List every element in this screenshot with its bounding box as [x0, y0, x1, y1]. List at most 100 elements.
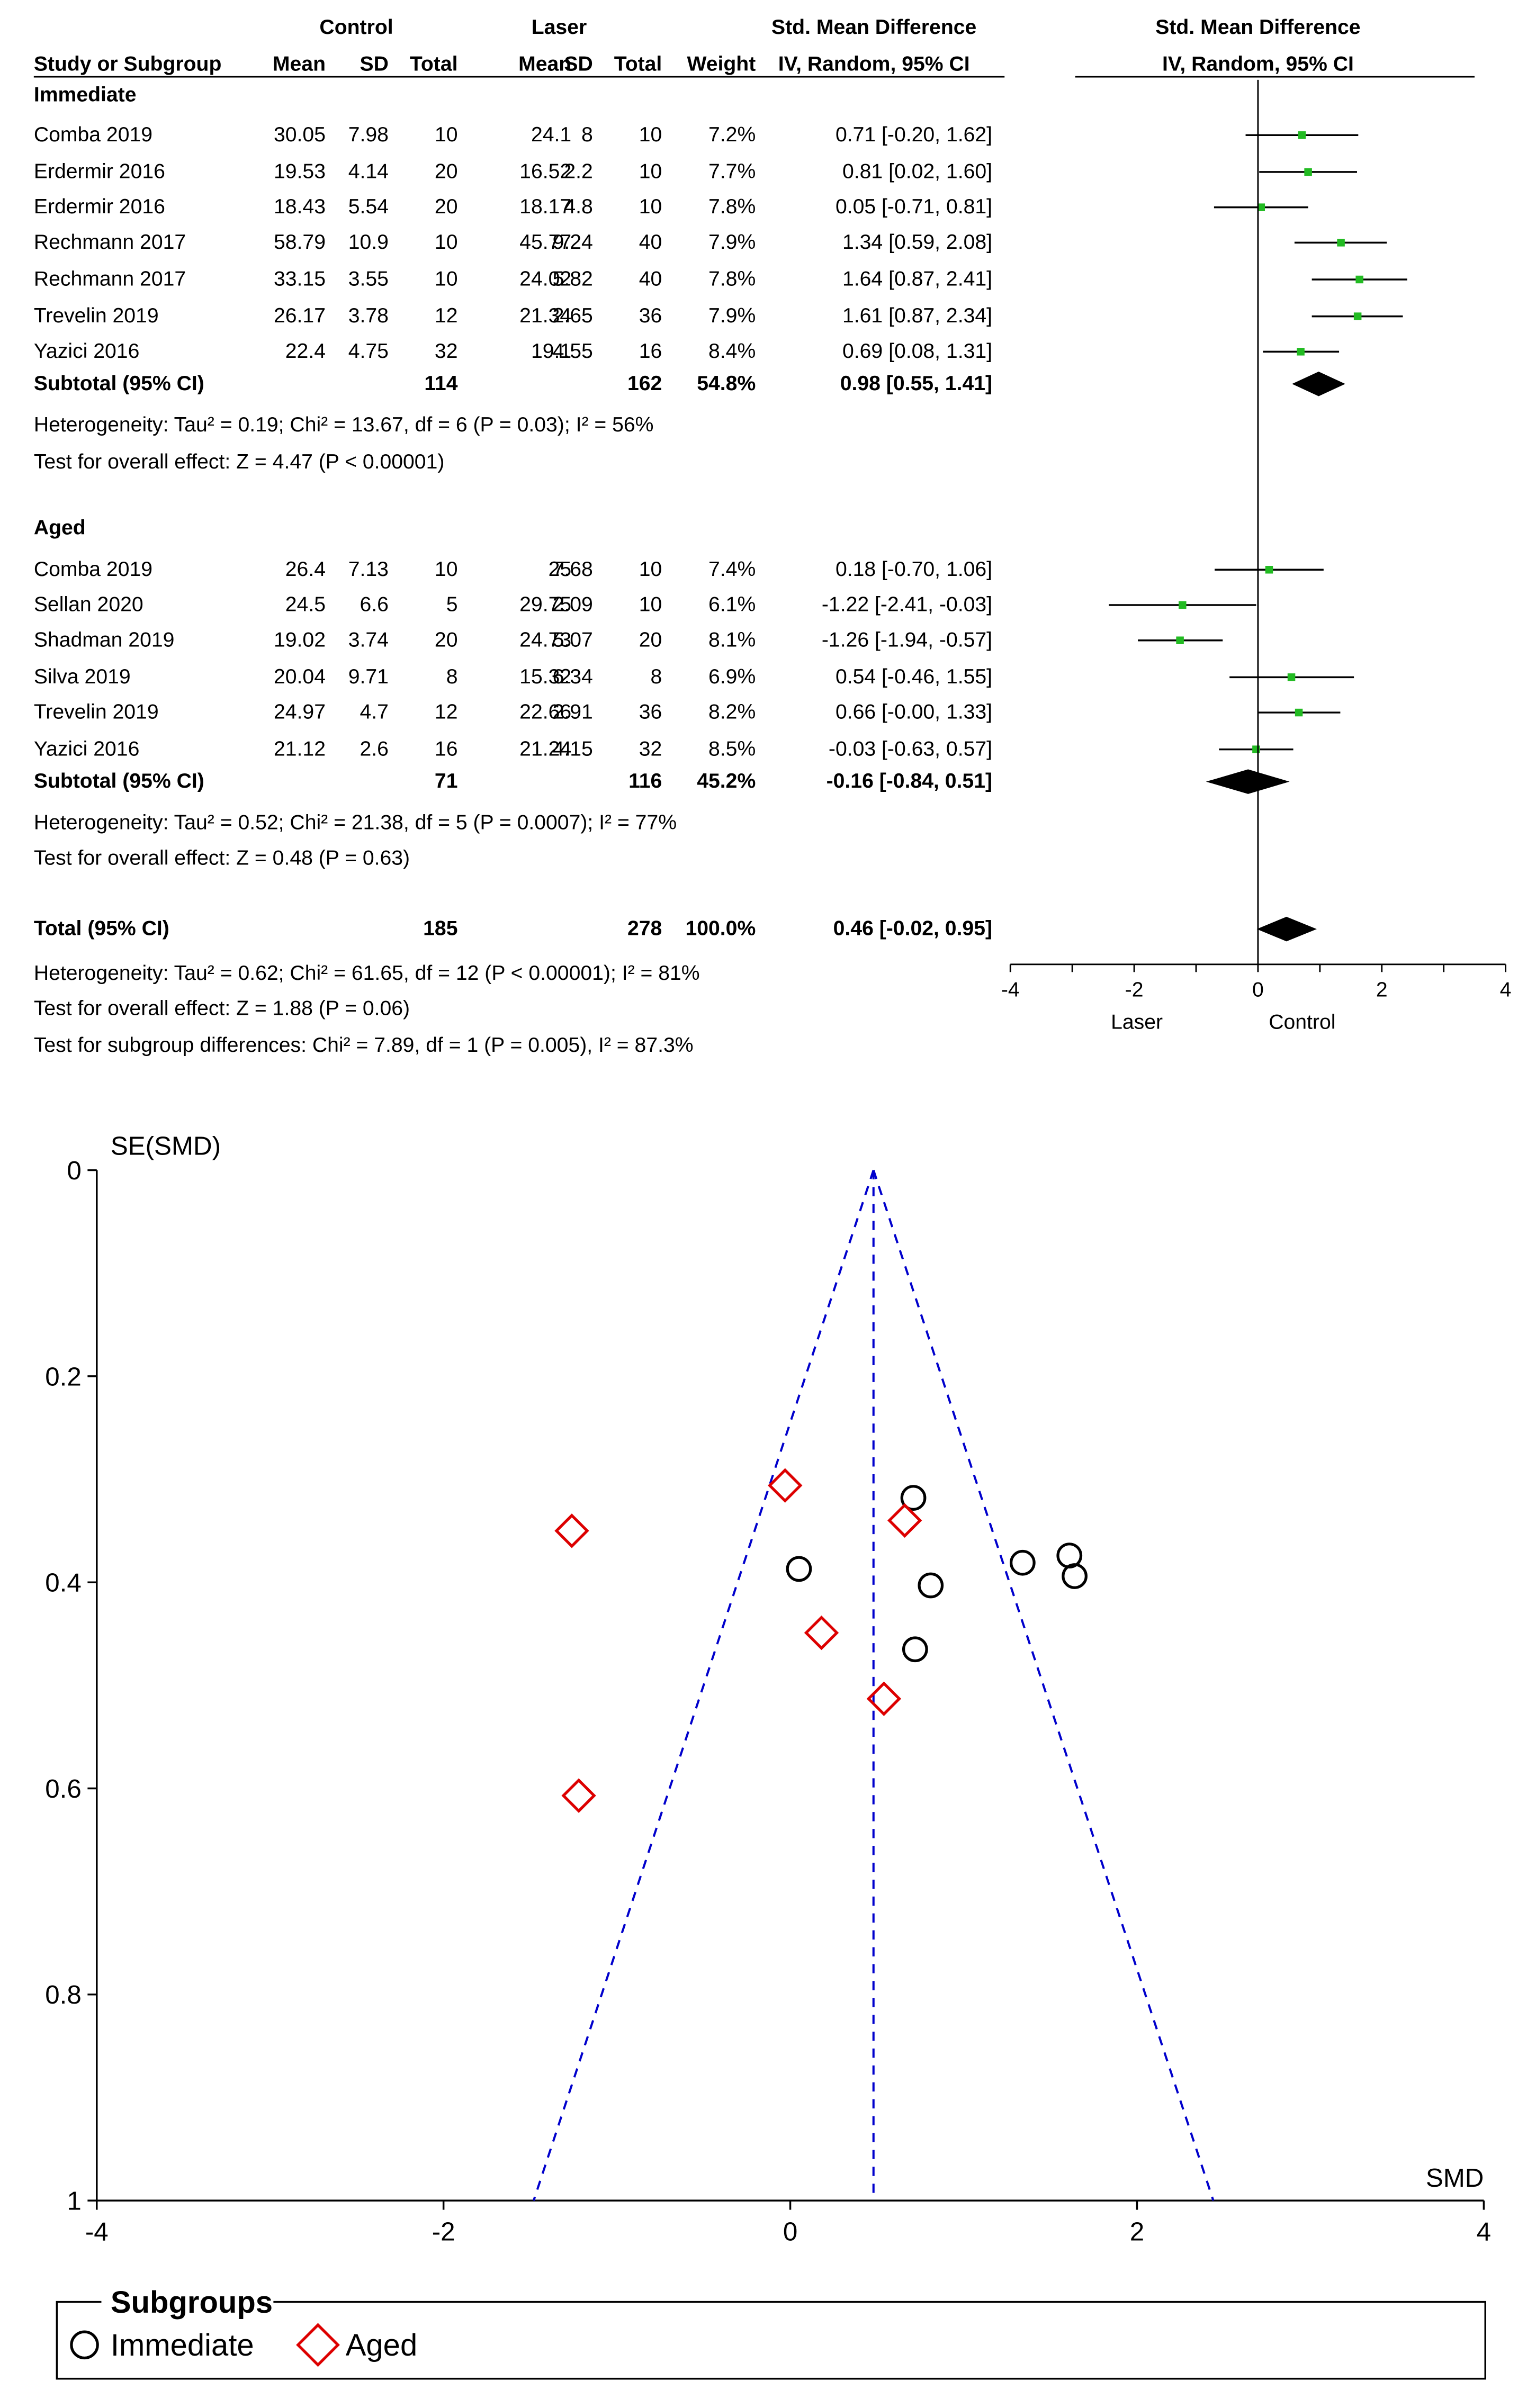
effect-point [1298, 131, 1306, 139]
legend-title-backdrop [101, 2281, 274, 2316]
cell-laser-sd: 6.34 [553, 665, 593, 688]
x-tick-label: -2 [1125, 979, 1144, 1002]
cell-control-sd: 4.14 [348, 160, 389, 183]
cell-control-sd: 4.75 [348, 340, 389, 363]
cell-laser-total: 10 [639, 195, 662, 218]
cell-laser-sd: 4.8 [564, 195, 592, 218]
subgroup-heterogeneity: Heterogeneity: Tau² = 0.19; Chi² = 13.67… [34, 413, 654, 436]
cell-laser-total: 36 [639, 304, 662, 327]
x-tick-label: 4 [1477, 2217, 1491, 2247]
cell-control-mean: 24.97 [274, 701, 326, 724]
cell-laser-mean: 21.24 [519, 737, 571, 760]
study-name: Erdermir 2016 [34, 160, 165, 183]
cell-control-total: 10 [435, 123, 458, 146]
cell-control-mean: 26.17 [274, 304, 326, 327]
cell-laser-sd: 8 [581, 123, 593, 146]
cell-control-sd: 3.55 [348, 268, 389, 291]
x-tick-label: -4 [85, 2217, 109, 2247]
study-name: Rechmann 2017 [34, 231, 186, 254]
cell-control-sd: 3.78 [348, 304, 389, 327]
subtotal-control-total: 114 [424, 372, 457, 395]
cell-control-sd: 4.7 [360, 701, 389, 724]
point-aged [866, 1681, 902, 1716]
cell-laser-total: 10 [639, 123, 662, 146]
effect-point [1297, 348, 1305, 356]
column-header: Weight [687, 52, 756, 75]
effect-point [1176, 636, 1184, 644]
effect-point [1304, 168, 1312, 176]
study-name: Comba 2019 [34, 123, 152, 146]
column-header: Study or Subgroup [34, 52, 222, 75]
total-label: Total (95% CI) [34, 917, 169, 940]
cell-laser-sd: 2.65 [553, 304, 593, 327]
y-tick-label: 0.8 [45, 1980, 82, 2009]
cell-control-total: 10 [435, 558, 458, 581]
cell-control-total: 10 [435, 231, 458, 254]
x-tick-label: 2 [1376, 979, 1388, 1002]
cell-control-mean: 19.02 [274, 628, 326, 651]
cell-control-sd: 10.9 [348, 231, 389, 254]
cell-weight: 7.4% [708, 558, 756, 581]
legend-title: Subgroups [111, 2285, 273, 2320]
forest-plot: Control Laser Std. Mean Difference Std. Mea… [34, 16, 1512, 1057]
cell-smd-ci: 1.64 [0.87, 2.41] [842, 268, 992, 291]
cell-laser-total: 10 [639, 160, 662, 183]
cell-laser-mean: 19.1 [531, 340, 571, 363]
point-aged [768, 1468, 803, 1503]
cell-laser-total: 40 [639, 268, 662, 291]
cell-laser-mean: 24.1 [531, 123, 571, 146]
cell-laser-sd: 7.68 [553, 558, 593, 581]
subtotal-diamond [1292, 372, 1345, 396]
column-header: Mean [273, 52, 326, 75]
legend-marker-immediate [70, 2330, 99, 2360]
cell-smd-ci: 0.81 [0.02, 1.60] [842, 160, 992, 183]
x-tick-label: -2 [432, 2217, 455, 2247]
cell-laser-mean: 21.34 [519, 304, 571, 327]
cell-control-total: 20 [435, 628, 458, 651]
cell-weight: 7.8% [708, 268, 756, 291]
cell-smd-ci: 0.69 [0.08, 1.31] [842, 340, 992, 363]
cell-smd-ci: -0.03 [-0.63, 0.57] [829, 737, 992, 760]
cell-laser-sd: 2.2 [564, 160, 592, 183]
cell-control-mean: 30.05 [274, 123, 326, 146]
favours-right: Control [1269, 1011, 1335, 1034]
point-aged [561, 1778, 596, 1813]
cell-laser-total: 20 [639, 628, 662, 651]
effect-point [1257, 203, 1265, 211]
subtotal-diamond [1206, 769, 1290, 794]
point-immediate [902, 1636, 928, 1663]
cell-control-sd: 3.74 [348, 628, 389, 651]
y-tick-label: 0.6 [45, 1774, 82, 1803]
cell-control-sd: 2.6 [360, 737, 389, 760]
cell-control-total: 5 [446, 593, 458, 616]
cell-control-sd: 6.6 [360, 593, 389, 616]
x-tick-label: -4 [1001, 979, 1020, 1002]
cell-smd-ci: 0.18 [-0.70, 1.06] [836, 558, 992, 581]
cell-laser-mean: 24.73 [519, 628, 571, 651]
header-smd-plot-sub: IV, Random, 95% CI [1162, 52, 1354, 75]
cell-smd-ci: 1.61 [0.87, 2.34] [842, 304, 992, 327]
cell-laser-total: 40 [639, 231, 662, 254]
cell-control-sd: 7.13 [348, 558, 389, 581]
total-smd-ci: 0.46 [-0.02, 0.95] [833, 917, 992, 940]
cell-laser-mean: 29.75 [519, 593, 571, 616]
column-header: SD [360, 52, 389, 75]
effect-point [1337, 239, 1345, 247]
study-name: Rechmann 2017 [34, 268, 186, 291]
cell-control-total: 20 [435, 160, 458, 183]
point-immediate [1056, 1543, 1083, 1568]
cell-smd-ci: 0.71 [-0.20, 1.62] [836, 123, 992, 146]
effect-point [1355, 275, 1363, 284]
cell-control-mean: 58.79 [274, 231, 326, 254]
cell-laser-mean: 15.32 [519, 665, 571, 688]
cell-control-total: 20 [435, 195, 458, 218]
cell-laser-total: 8 [651, 665, 662, 688]
subtotal-control-total: 71 [435, 770, 458, 792]
total-diamond [1256, 916, 1317, 942]
x-tick-label: 0 [1252, 979, 1264, 1002]
y-axis-label: SE(SMD) [111, 1132, 221, 1161]
cell-weight: 6.1% [708, 593, 756, 616]
cell-laser-sd: 5.82 [553, 268, 593, 291]
study-name: Trevelin 2019 [34, 304, 159, 327]
effect-point [1295, 708, 1303, 717]
